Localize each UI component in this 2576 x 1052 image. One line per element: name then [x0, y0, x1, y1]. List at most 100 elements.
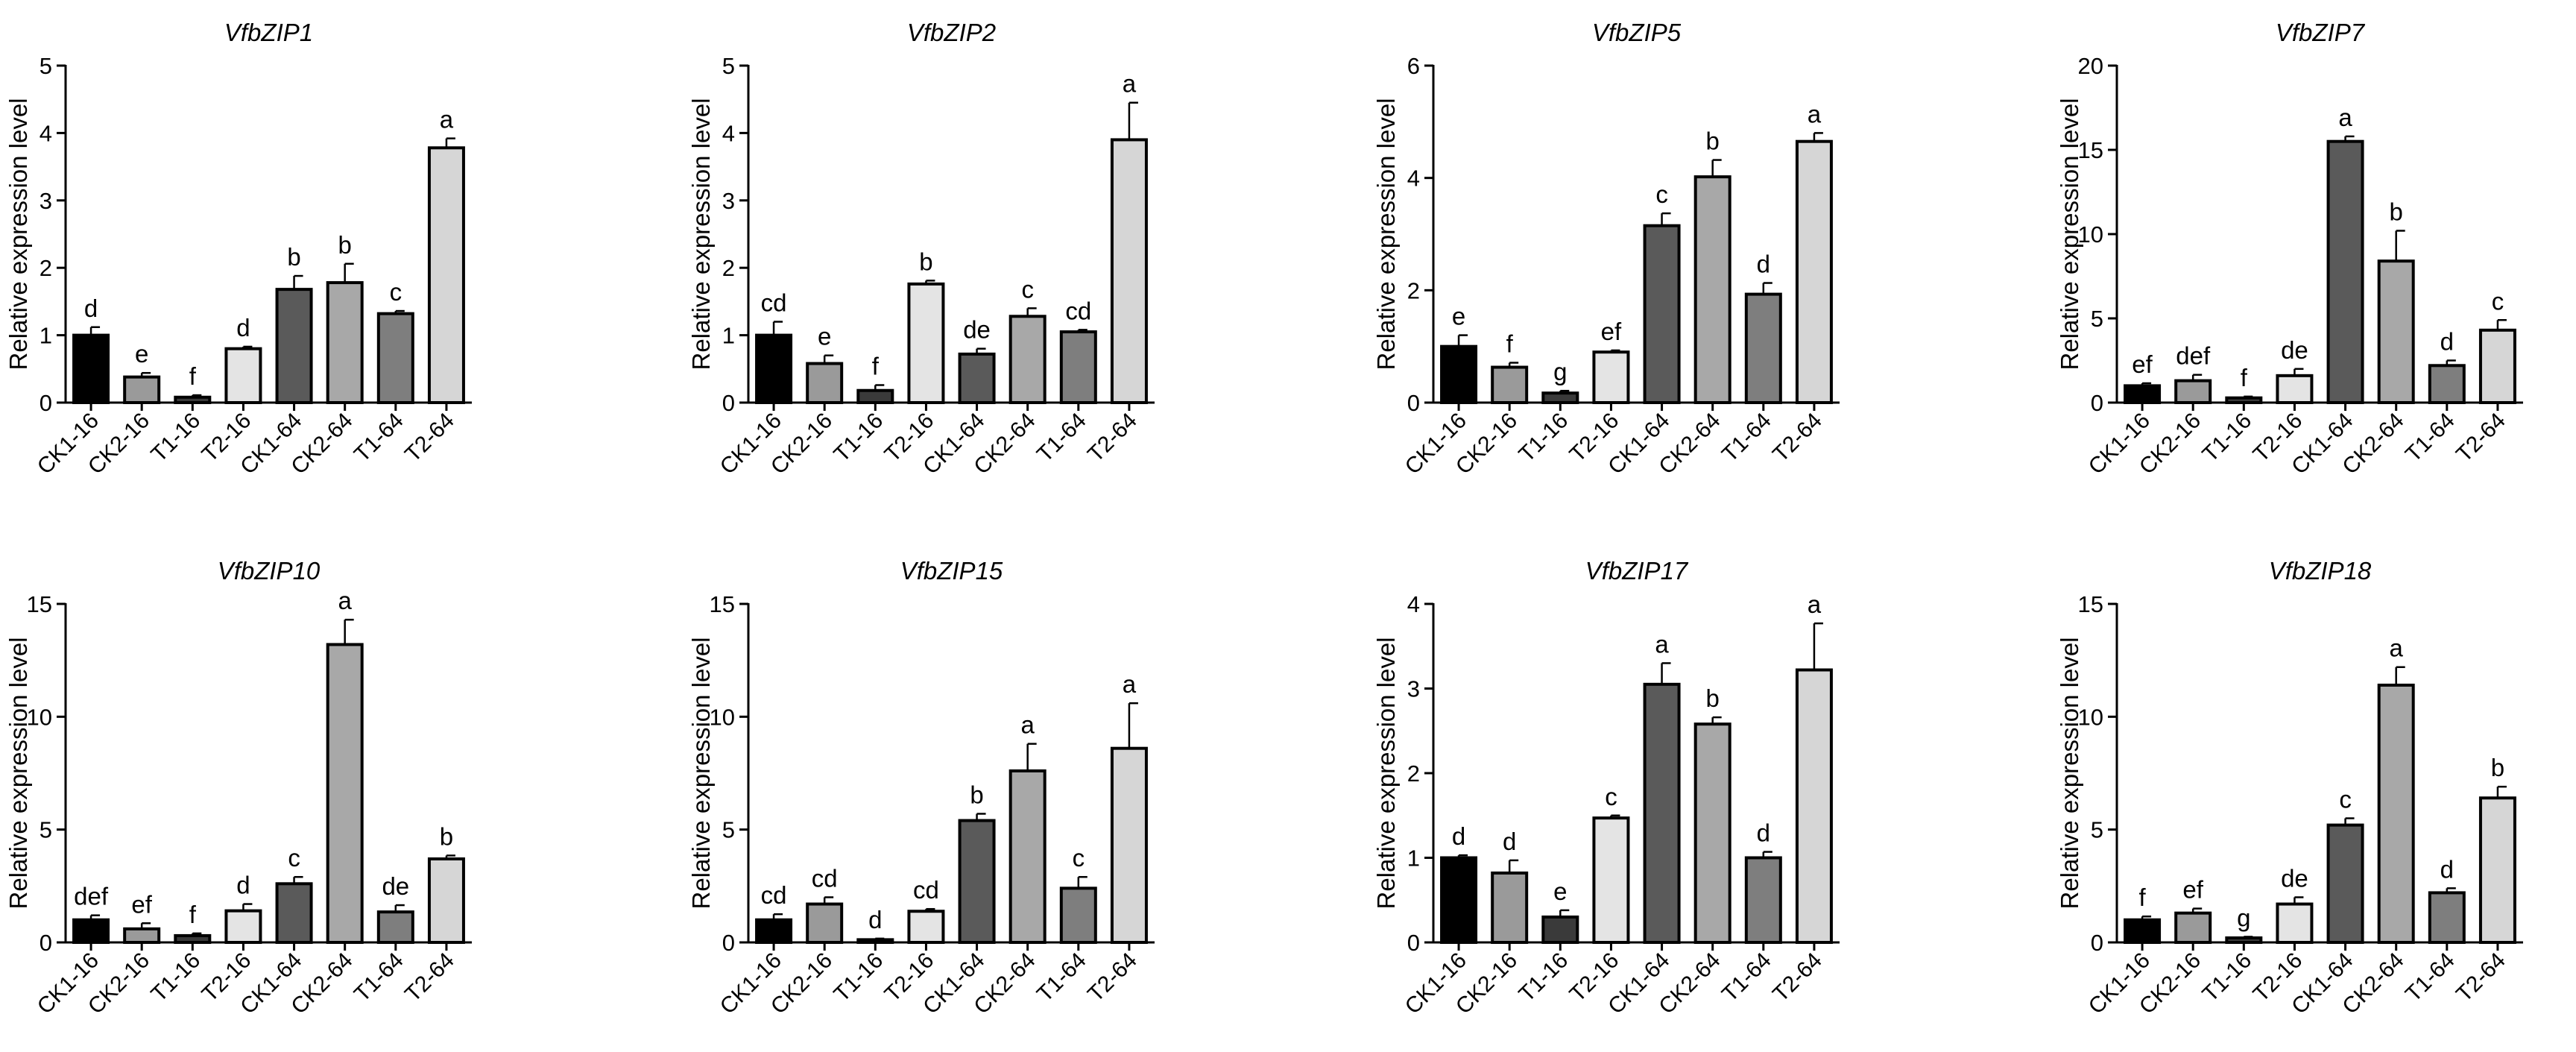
significance-label: f [1506, 330, 1514, 358]
y-tick-label: 2 [1407, 277, 1420, 303]
y-tick-label: 1 [722, 323, 735, 349]
bar-t2-16 [224, 909, 262, 945]
x-tick-label: T1-16 [147, 948, 206, 1007]
y-axis-label: Relative expression level [687, 98, 715, 370]
significance-label: de [963, 316, 991, 344]
bar-t2-64 [1110, 746, 1148, 944]
bar-t1-64 [1059, 330, 1097, 404]
significance-label: de [2281, 864, 2308, 892]
bar-ck2-16 [1491, 871, 1529, 945]
bar-ck2-64 [326, 281, 364, 405]
y-axis-label: Relative expression level [4, 98, 32, 370]
y-axis-label: Relative expression level [687, 637, 715, 909]
x-tick-label: T1-64 [350, 948, 408, 1007]
significance-label: f [189, 362, 197, 390]
significance-label: b [287, 243, 300, 271]
significance-label: f [2241, 364, 2248, 391]
bar-t1-64 [2428, 891, 2466, 944]
x-tick-label: T2-64 [400, 409, 459, 467]
significance-label: d [1757, 251, 1770, 278]
x-tick-label: T2-64 [2452, 948, 2510, 1007]
significance-label: c [1021, 275, 1034, 303]
bar-ck2-16 [1491, 365, 1529, 405]
chart-title: VfbZIP10 [218, 557, 321, 585]
bar-ck1-64 [1643, 682, 1681, 944]
bar-ck2-16 [806, 902, 844, 944]
y-tick-label: 0 [2091, 390, 2103, 416]
significance-label: cd [761, 289, 787, 317]
significance-label: c [1073, 844, 1085, 872]
bar-t1-16 [2225, 936, 2263, 944]
significance-label: def [2176, 342, 2211, 370]
x-tick-label: T1-64 [2401, 948, 2460, 1007]
y-tick-label: 5 [40, 817, 52, 843]
significance-label: cd [761, 881, 787, 909]
bar-t1-16 [174, 395, 212, 405]
y-axis-label: Relative expression level [2056, 637, 2083, 909]
y-tick-label: 4 [722, 120, 735, 146]
chart-title: VfbZIP15 [900, 557, 1003, 585]
chart-panel-6: VfbZIP15 Relative expression level 0 5 10 15 c… [687, 557, 1155, 1019]
bar-t2-16 [2276, 902, 2314, 944]
significance-label: ef [2132, 350, 2153, 378]
bar-t2-64 [1795, 668, 1833, 945]
bar-ck1-16 [1440, 856, 1478, 944]
bar-t2-64 [427, 857, 465, 944]
y-tick-label: 2 [1407, 760, 1420, 787]
bar-ck2-16 [806, 362, 844, 404]
significance-label: d [1452, 822, 1465, 850]
y-tick-label: 2 [40, 255, 52, 281]
bar-ck1-64 [2326, 139, 2364, 404]
chart-title: VfbZIP17 [1585, 557, 1689, 585]
bar-ck1-64 [958, 352, 996, 404]
bar-ck2-64 [1693, 722, 1731, 944]
significance-label: cd [913, 876, 939, 904]
significance-label: a [1021, 711, 1035, 739]
bar-ck2-16 [123, 927, 161, 944]
x-tick-label: T1-16 [1515, 948, 1573, 1007]
significance-label: a [2390, 634, 2404, 662]
y-tick-label: 5 [2091, 306, 2103, 332]
x-tick-label: T1-64 [1717, 409, 1776, 467]
y-tick-label: 2 [722, 255, 735, 281]
significance-label: de [382, 872, 409, 900]
significance-label: c [2339, 786, 2352, 813]
bar-ck1-16 [2124, 918, 2162, 944]
chart-panel-4: VfbZIP7 Relative expression level 0 5 10 15 20… [2056, 19, 2523, 479]
significance-label: e [135, 340, 148, 368]
significance-label: d [236, 872, 250, 899]
bar-t2-16 [224, 347, 262, 404]
bar-ck1-16 [755, 333, 793, 405]
significance-label: e [1553, 878, 1567, 905]
y-tick-label: 0 [722, 930, 735, 956]
bar-t1-16 [174, 933, 212, 945]
significance-label: f [189, 901, 197, 928]
bar-t2-64 [1795, 139, 1833, 404]
chart-panel-5: VfbZIP10 Relative expression level 0 5 10 15 d… [4, 557, 472, 1019]
y-tick-label: 15 [710, 591, 735, 617]
x-tick-label: T1-16 [830, 948, 888, 1007]
significance-label: b [2491, 754, 2504, 781]
x-tick-label: T1-64 [1032, 409, 1091, 467]
significance-label: a [338, 587, 353, 614]
bar-t1-64 [376, 312, 414, 404]
y-tick-label: 0 [1407, 930, 1420, 956]
significance-label: d [236, 314, 250, 341]
y-tick-label: 0 [722, 390, 735, 416]
significance-label: e [818, 323, 831, 350]
chart-title: VfbZIP5 [1592, 19, 1682, 46]
y-axis-label: Relative expression level [4, 637, 32, 909]
significance-label: ef [1601, 318, 1622, 345]
bar-t1-64 [376, 910, 414, 945]
y-tick-label: 4 [1407, 591, 1420, 617]
bar-ck2-64 [326, 643, 364, 944]
significance-label: a [1123, 670, 1137, 698]
bar-ck2-16 [123, 375, 161, 405]
bar-t1-64 [2428, 364, 2466, 404]
y-tick-label: 15 [2078, 591, 2103, 617]
significance-label: c [288, 844, 300, 872]
significance-label: a [1655, 630, 1669, 658]
y-tick-label: 0 [40, 930, 52, 956]
